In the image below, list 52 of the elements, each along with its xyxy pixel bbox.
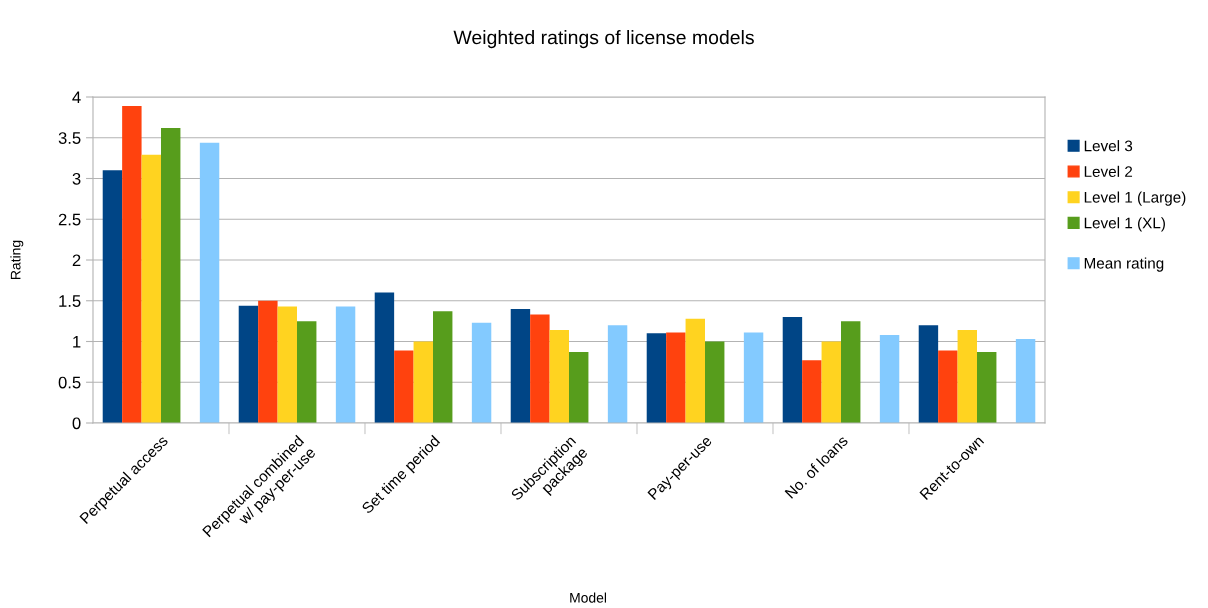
bar xyxy=(685,318,705,423)
bar xyxy=(841,321,861,423)
legend-label: Level 3 xyxy=(1084,140,1133,152)
legend-label: Mean rating xyxy=(1084,257,1164,272)
y-tick-label: 3 xyxy=(72,172,81,185)
bar xyxy=(102,170,123,423)
bar xyxy=(530,314,550,423)
y-tick-label: 1 xyxy=(73,336,81,348)
bar xyxy=(782,317,803,423)
bar xyxy=(199,142,220,423)
bar xyxy=(549,330,569,423)
bar xyxy=(607,325,628,423)
x-axis-title: Model xyxy=(570,592,607,603)
bar xyxy=(879,334,900,423)
bar xyxy=(977,352,997,423)
legend-label: Level 1 (Large) xyxy=(1084,191,1186,206)
y-tick-label: 0.5 xyxy=(58,376,81,389)
bar xyxy=(297,321,317,423)
bar xyxy=(918,325,939,423)
bar xyxy=(413,341,433,423)
bar xyxy=(433,311,453,423)
bar xyxy=(705,341,725,423)
bar xyxy=(258,300,278,423)
bar xyxy=(277,306,297,423)
bar xyxy=(938,350,958,423)
y-tick-label: 3.5 xyxy=(58,132,81,144)
bar xyxy=(161,127,181,423)
bar xyxy=(743,332,764,423)
bar xyxy=(141,154,161,423)
y-tick-label: 0 xyxy=(72,417,81,430)
bar xyxy=(335,306,356,423)
y-axis-title: Rating xyxy=(10,240,24,279)
bar xyxy=(957,330,977,423)
bar xyxy=(471,322,492,423)
y-tick-label: 4 xyxy=(72,91,81,104)
bar xyxy=(569,352,589,423)
y-tick-label: 2 xyxy=(72,254,81,267)
bar xyxy=(646,333,667,423)
bar xyxy=(238,305,259,423)
bar xyxy=(122,105,142,423)
bar xyxy=(1015,339,1036,423)
bar xyxy=(394,350,414,423)
bar xyxy=(802,360,822,423)
chart-title: Weighted ratings of license models xyxy=(453,30,754,49)
bar xyxy=(821,341,841,423)
y-tick-label: 1.5 xyxy=(59,295,81,307)
legend-label: Level 1 (XL) xyxy=(1084,217,1165,232)
y-tick-label: 2.5 xyxy=(58,213,81,226)
bar xyxy=(374,292,395,423)
bar xyxy=(666,332,686,423)
bar xyxy=(510,308,531,423)
legend-label: Level 2 xyxy=(1084,165,1133,178)
